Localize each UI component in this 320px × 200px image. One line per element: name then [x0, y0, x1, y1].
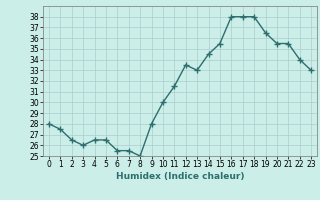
X-axis label: Humidex (Indice chaleur): Humidex (Indice chaleur)	[116, 172, 244, 181]
